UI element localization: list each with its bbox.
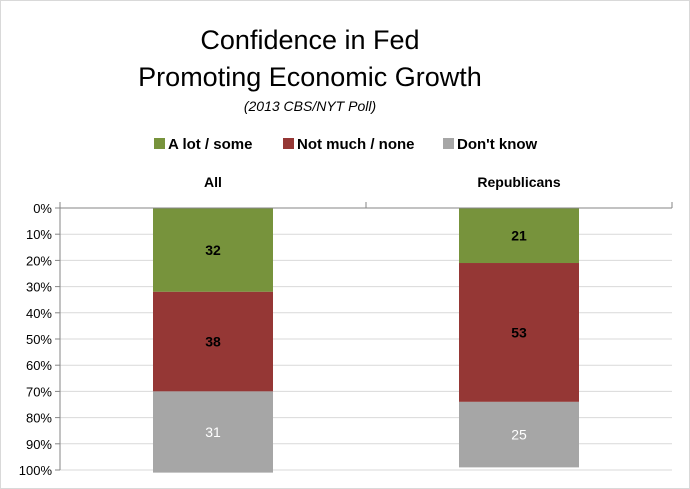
legend: A lot / some Not much / none Don't know: [154, 136, 538, 153]
legend-label: A lot / some: [168, 136, 252, 153]
y-tick-label: 100%: [19, 463, 53, 478]
bars: [153, 208, 579, 473]
data-label: 21: [511, 228, 527, 244]
bar-segment: [153, 208, 273, 292]
bar-segment: [459, 208, 579, 264]
y-tick-label: 70%: [26, 384, 52, 399]
bar-segment: [153, 291, 273, 392]
labels: All 32 38 31 Republicans 21 53 25: [204, 174, 561, 443]
data-label: 31: [205, 424, 221, 440]
chart-title: Confidence in Fed: [200, 25, 419, 55]
bar-segment: [459, 263, 579, 402]
data-label: 53: [511, 324, 527, 340]
category-label: All: [204, 174, 222, 190]
legend-swatch: [443, 138, 454, 149]
axes: 0% 10% 20% 30% 40% 50% 60% 70% 80% 90% 100%: [19, 201, 673, 478]
bar-segment: [153, 391, 273, 473]
y-tick-label: 90%: [26, 437, 52, 452]
y-tick-label: 20%: [26, 253, 52, 268]
data-label: 25: [511, 427, 527, 443]
legend-swatch: [283, 138, 294, 149]
chart-subtitle: (2013 CBS/NYT Poll): [244, 98, 376, 114]
y-tick-label: 0%: [33, 201, 52, 216]
legend-label: Don't know: [457, 136, 538, 153]
y-tick-label: 10%: [26, 227, 52, 242]
data-label: 32: [205, 242, 221, 258]
y-tick-label: 60%: [26, 358, 52, 373]
y-tick-label: 80%: [26, 411, 52, 426]
data-label: 38: [205, 334, 221, 350]
y-tick-label: 50%: [26, 332, 52, 347]
legend-label: Not much / none: [297, 136, 415, 153]
y-tick-label: 40%: [26, 306, 52, 321]
legend-swatch: [154, 138, 165, 149]
y-tick-label: 30%: [26, 280, 52, 295]
chart-title-line2: Promoting Economic Growth: [138, 62, 482, 92]
bar-segment: [459, 401, 579, 468]
category-label: Republicans: [477, 174, 560, 190]
